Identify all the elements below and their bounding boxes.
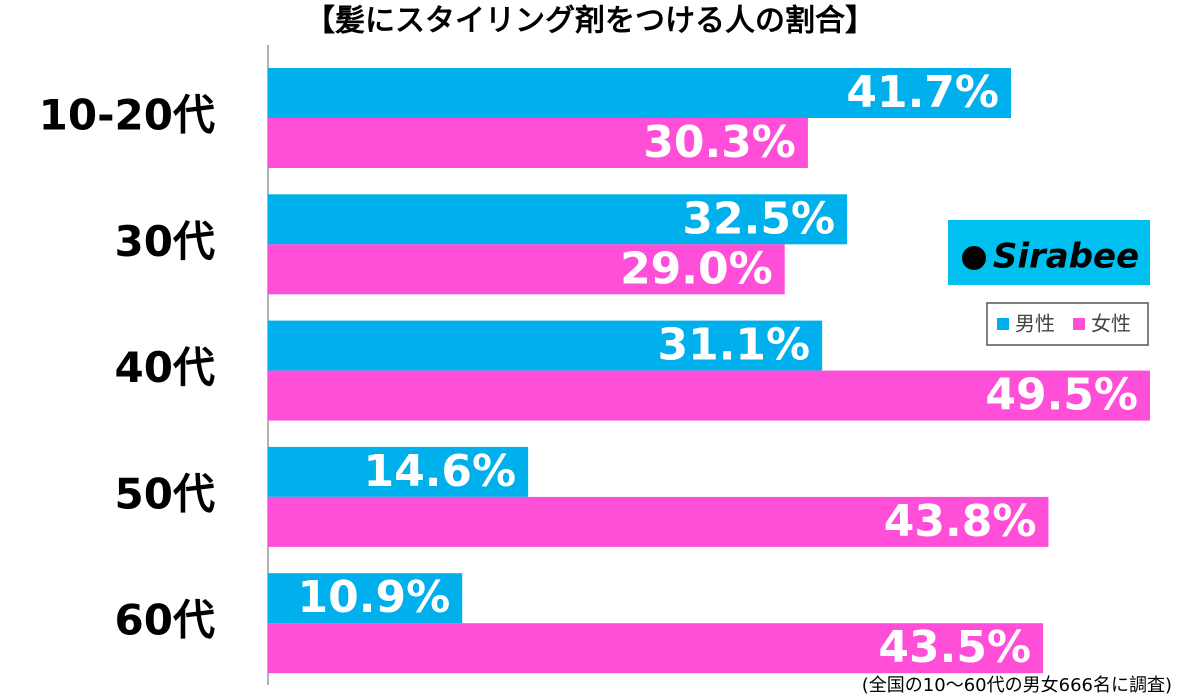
legend-label: 女性	[1091, 312, 1131, 336]
footnote: (全国の10〜60代の男女666名に調査)	[862, 675, 1172, 696]
category-label: 60代	[115, 596, 215, 645]
chart-title: 【髪にスタイリング剤をつける人の割合】	[305, 4, 875, 39]
category-label: 40代	[115, 343, 215, 392]
value-label: 29.0%	[620, 243, 773, 294]
bar	[268, 194, 848, 245]
legend-box	[986, 302, 1149, 346]
bar	[268, 370, 1150, 421]
legend-label: 男性	[1015, 312, 1055, 336]
bar	[268, 623, 1044, 674]
legend-swatch	[1073, 318, 1085, 330]
value-label: 32.5%	[682, 193, 835, 244]
bar	[268, 573, 463, 624]
logo-icon	[962, 246, 986, 270]
logo-text: Sirabee	[993, 237, 1139, 277]
value-label: 43.8%	[884, 496, 1037, 547]
bar	[268, 496, 1049, 547]
bar	[268, 244, 785, 295]
bar	[268, 446, 529, 497]
value-label: 41.7%	[846, 67, 999, 118]
value-label: 43.5%	[878, 622, 1031, 673]
value-label: 10.9%	[298, 572, 451, 623]
value-label: 49.5%	[985, 370, 1138, 421]
category-label: 50代	[115, 469, 215, 518]
bar	[268, 118, 808, 168]
category-label: 30代	[115, 217, 215, 266]
category-label: 10-20代	[39, 91, 215, 140]
value-label: 30.3%	[643, 117, 796, 168]
legend-swatch	[997, 318, 1009, 330]
value-label: 14.6%	[363, 446, 516, 497]
bar	[268, 320, 823, 371]
value-label: 31.1%	[657, 320, 810, 371]
bar	[268, 68, 1012, 118]
